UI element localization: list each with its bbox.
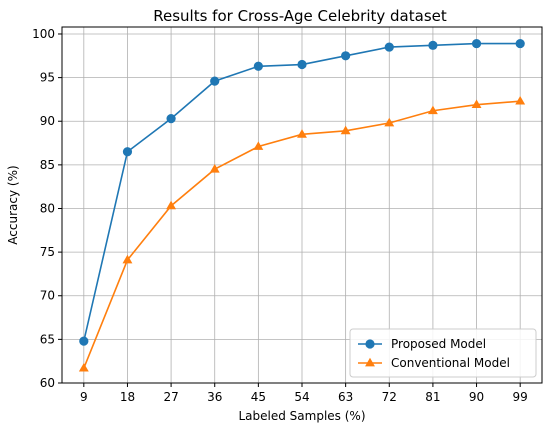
- data-point: [122, 147, 133, 157]
- y-tick-label: 95: [40, 71, 55, 85]
- y-axis-label: Accuracy (%): [6, 165, 20, 244]
- y-tick-label: 65: [40, 332, 55, 346]
- legend-item: Proposed Model: [358, 337, 486, 351]
- legend-marker: [365, 357, 375, 367]
- data-point: [341, 51, 351, 61]
- chart-title: Results for Cross-Age Celebrity dataset: [153, 7, 447, 25]
- y-tick-label: 85: [40, 158, 55, 172]
- data-point: [384, 42, 394, 52]
- data-point: [515, 95, 526, 105]
- data-point: [384, 117, 395, 127]
- x-tick-label: 18: [120, 390, 135, 404]
- x-tick-label: 72: [382, 390, 397, 404]
- data-point: [253, 61, 263, 71]
- data-point: [515, 38, 525, 49]
- data-point: [427, 105, 438, 115]
- data-point: [166, 200, 177, 210]
- data-point: [79, 336, 89, 346]
- data-point: [78, 362, 89, 372]
- x-tick-label: 27: [163, 390, 178, 404]
- plot-frame: [61, 26, 543, 384]
- y-tick-label: 70: [40, 289, 55, 303]
- x-tick-label: 63: [338, 390, 353, 404]
- x-tick-label: 90: [469, 390, 484, 404]
- x-tick-label: 36: [207, 390, 222, 404]
- legend-item: Conventional Model: [358, 356, 510, 370]
- data-point: [122, 254, 133, 264]
- x-axis-label: Labeled Samples (%): [238, 409, 365, 423]
- y-tick-label: 80: [40, 201, 55, 215]
- x-tick-label: 45: [251, 390, 266, 404]
- legend: Proposed Model Conventional Model: [349, 328, 537, 378]
- x-tick-label: 99: [513, 390, 528, 404]
- y-axis: 60 65 70 75 80 85 90 95 100: [32, 27, 62, 390]
- data-point: [471, 99, 482, 109]
- data-point: [209, 164, 220, 173]
- legend-box: [349, 328, 537, 378]
- data-point: [297, 129, 307, 138]
- series-1: [79, 38, 525, 346]
- data-point: [340, 125, 351, 135]
- data-point: [471, 38, 482, 49]
- data-point: [297, 59, 307, 70]
- data-point: [210, 76, 220, 86]
- legend-marker: [365, 339, 375, 349]
- data-point: [428, 40, 438, 50]
- y-tick-label: 60: [40, 376, 55, 390]
- x-axis: 9 18 27 36 45 54 63 72 81 90 99: [80, 383, 528, 404]
- x-tick-label: 54: [294, 390, 309, 404]
- data-point: [166, 114, 176, 124]
- data-point: [253, 141, 264, 150]
- series-2: [78, 95, 526, 372]
- series-layer: [78, 38, 526, 372]
- x-tick-label: 81: [425, 390, 440, 404]
- x-tick-label: 9: [80, 390, 88, 404]
- legend-label: Proposed Model: [391, 337, 486, 351]
- y-tick-label: 100: [32, 27, 55, 41]
- legend-label: Conventional Model: [391, 356, 510, 370]
- y-tick-label: 75: [40, 245, 55, 259]
- y-tick-label: 90: [40, 114, 55, 128]
